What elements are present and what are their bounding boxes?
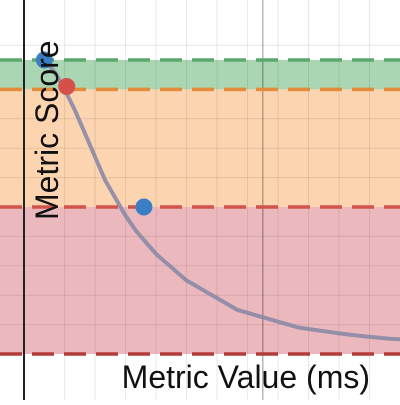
y-axis-label: Metric Score	[29, 40, 65, 220]
data-point-2	[135, 198, 153, 216]
series-layer	[42, 58, 400, 342]
series-line-0	[42, 58, 400, 342]
score-band-2	[0, 207, 400, 354]
score-band-1	[0, 89, 400, 207]
points-layer	[35, 51, 153, 216]
bands-layer	[0, 60, 400, 354]
data-point-1	[58, 77, 76, 95]
x-axis-label: Metric Value (ms)	[122, 359, 370, 395]
data-point-0	[35, 51, 53, 69]
